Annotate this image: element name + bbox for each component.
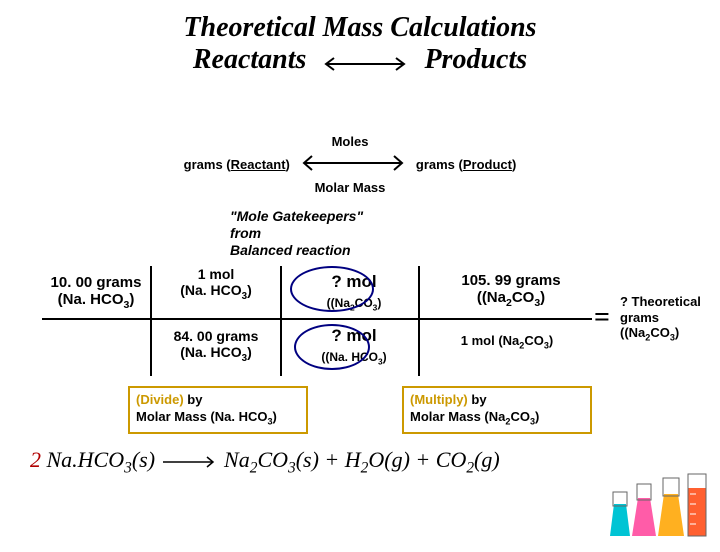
grid-hline [42,318,592,320]
circle-highlight [294,324,370,370]
cell-mol-product-denom: 1 mol (Na2CO3) [432,334,582,351]
gatekeepers-note: "Mole Gatekeepers" from Balanced reactio… [230,208,363,258]
title-left: Reactants [193,44,307,76]
double-arrow-icon [298,149,408,180]
bridge-right: grams (Product) [416,157,516,172]
divide-box: (Divide) by Molar Mass (Na. HCO3) [128,386,308,434]
result-label: ? Theoretical grams ((Na2CO3) [620,294,720,344]
title-line2: Reactants Products [193,44,527,76]
arrow-right-icon [161,449,219,475]
bridge-bottom-label: Molar Mass [150,180,550,195]
bridge-left: grams (Reactant) [184,157,290,172]
grid-vline [150,266,152,376]
conversion-bridge: Moles grams (Reactant) grams (Product) M… [150,134,550,195]
circle-highlight [290,266,374,312]
bridge-top-label: Moles [150,134,550,149]
cell-mol-reactant: 1 mol (Na. HCO3) [160,266,272,302]
grid-vline [418,266,420,376]
cell-molar-mass-reactant: 84. 00 grams (Na. HCO3) [160,328,272,364]
cell-molar-mass-product: 105. 99 grams ((Na2CO3) [436,272,586,309]
title-block: Theoretical Mass Calculations Reactants … [0,12,720,76]
multiply-box: (Multiply) by Molar Mass (Na2CO3) [402,386,592,434]
beakers-icon [602,444,712,544]
double-arrow-icon [320,50,410,70]
title-line1: Theoretical Mass Calculations [0,12,720,44]
title-right: Products [424,44,527,76]
grid-vline [280,266,282,376]
chemical-equation: 2 Na.HCO3(s) Na2CO3(s) + H2O(g) + CO2(g) [30,447,500,477]
cell-given-mass: 10. 00 grams (Na. HCO3) [42,274,150,311]
equals-sign: = [594,302,610,334]
